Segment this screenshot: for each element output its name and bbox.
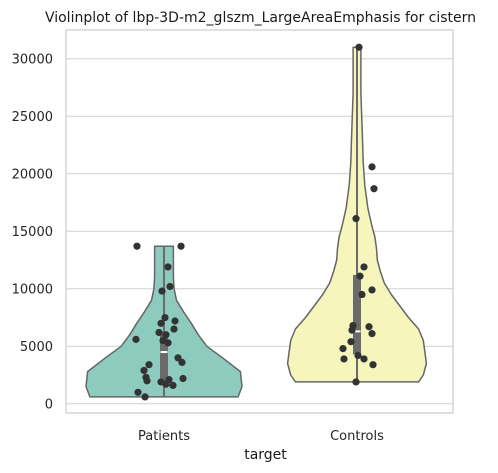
point-patients [171, 317, 178, 324]
point-patients [164, 339, 171, 346]
point-controls [360, 263, 367, 270]
point-controls [348, 327, 355, 334]
point-patients [134, 389, 141, 396]
point-controls [368, 163, 375, 170]
point-controls [358, 291, 365, 298]
point-patients [132, 336, 139, 343]
point-patients [164, 263, 171, 270]
point-patients [140, 367, 147, 374]
point-controls [340, 355, 347, 362]
point-controls [352, 215, 359, 222]
y-tick-label: 10000 [12, 282, 53, 297]
point-controls [360, 355, 367, 362]
point-controls [339, 345, 346, 352]
point-patients [143, 377, 150, 384]
point-patients [178, 359, 185, 366]
point-controls [355, 44, 362, 51]
y-tick-label: 15000 [12, 225, 53, 240]
y-tick-label: 0 [45, 397, 53, 412]
point-patients [145, 361, 152, 368]
chart-title: Violinplot of lbp-3D-m2_glszm_LargeAreaE… [45, 10, 476, 26]
point-patients [133, 243, 140, 250]
point-patients [162, 381, 169, 388]
point-patients [155, 329, 162, 336]
point-controls [369, 361, 376, 368]
point-patients [141, 393, 148, 400]
y-tick-label: 5000 [20, 340, 53, 355]
point-controls [370, 185, 377, 192]
point-patients [177, 243, 184, 250]
point-controls [356, 273, 363, 280]
point-controls [354, 352, 361, 359]
point-patients [166, 283, 173, 290]
x-tick-label-patients: Patients [138, 429, 190, 444]
point-patients [169, 382, 176, 389]
y-tick-label: 25000 [12, 110, 53, 125]
point-controls [368, 330, 375, 337]
point-patients [179, 375, 186, 382]
point-controls [347, 338, 354, 345]
x-tick-label-controls: Controls [330, 429, 384, 444]
point-controls [352, 378, 359, 385]
y-tick-label: 30000 [12, 52, 53, 67]
point-controls [368, 286, 375, 293]
y-tick-label: 20000 [12, 167, 53, 182]
x-axis-label: target [244, 447, 287, 463]
point-controls [365, 323, 372, 330]
point-patients [157, 320, 164, 327]
point-patients [158, 287, 165, 294]
point-patients [170, 325, 177, 332]
